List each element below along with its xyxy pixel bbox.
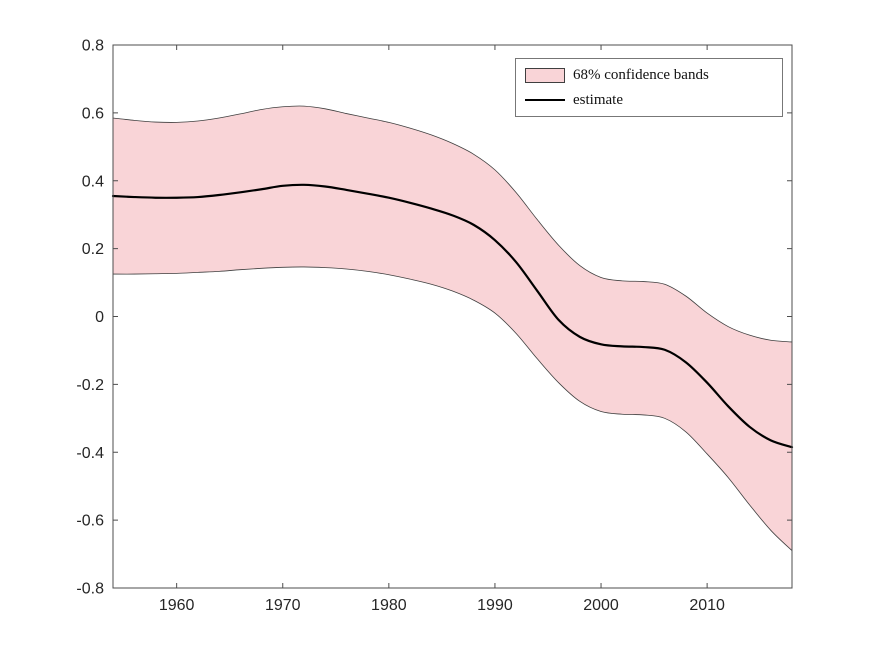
legend: 68% confidence bands estimate [515,58,783,117]
x-tick-label: 1970 [265,597,301,614]
y-tick-label: -0.8 [76,581,104,598]
y-tick-label: -0.6 [76,513,104,530]
y-tick-label: 0.6 [82,105,104,122]
y-tick-label: 0 [95,309,104,326]
y-tick-label: 0.4 [82,173,104,190]
legend-label-estimate: estimate [573,91,623,108]
x-tick-label: 1990 [477,597,513,614]
y-tick-label: -0.4 [76,445,104,462]
x-tick-label: 1960 [159,597,195,614]
legend-item-band: 68% confidence bands [525,64,773,86]
y-tick-label: 0.2 [82,241,104,258]
estimate-line [111,183,794,449]
x-tick-label: 2010 [689,597,725,614]
legend-item-estimate: estimate [525,89,773,111]
legend-label-band: 68% confidence bands [573,66,709,83]
x-tick-label: 1980 [371,597,407,614]
confidence-band-area [113,105,792,551]
x-tick-label: 2000 [583,597,619,614]
lower-band-edge [112,266,793,551]
y-tick-label: 0.8 [82,38,104,55]
y-tick-label: -0.2 [76,377,104,394]
confidence-band-swatch [525,67,565,83]
upper-band-edge [112,105,793,343]
estimate-line-swatch [525,99,565,101]
